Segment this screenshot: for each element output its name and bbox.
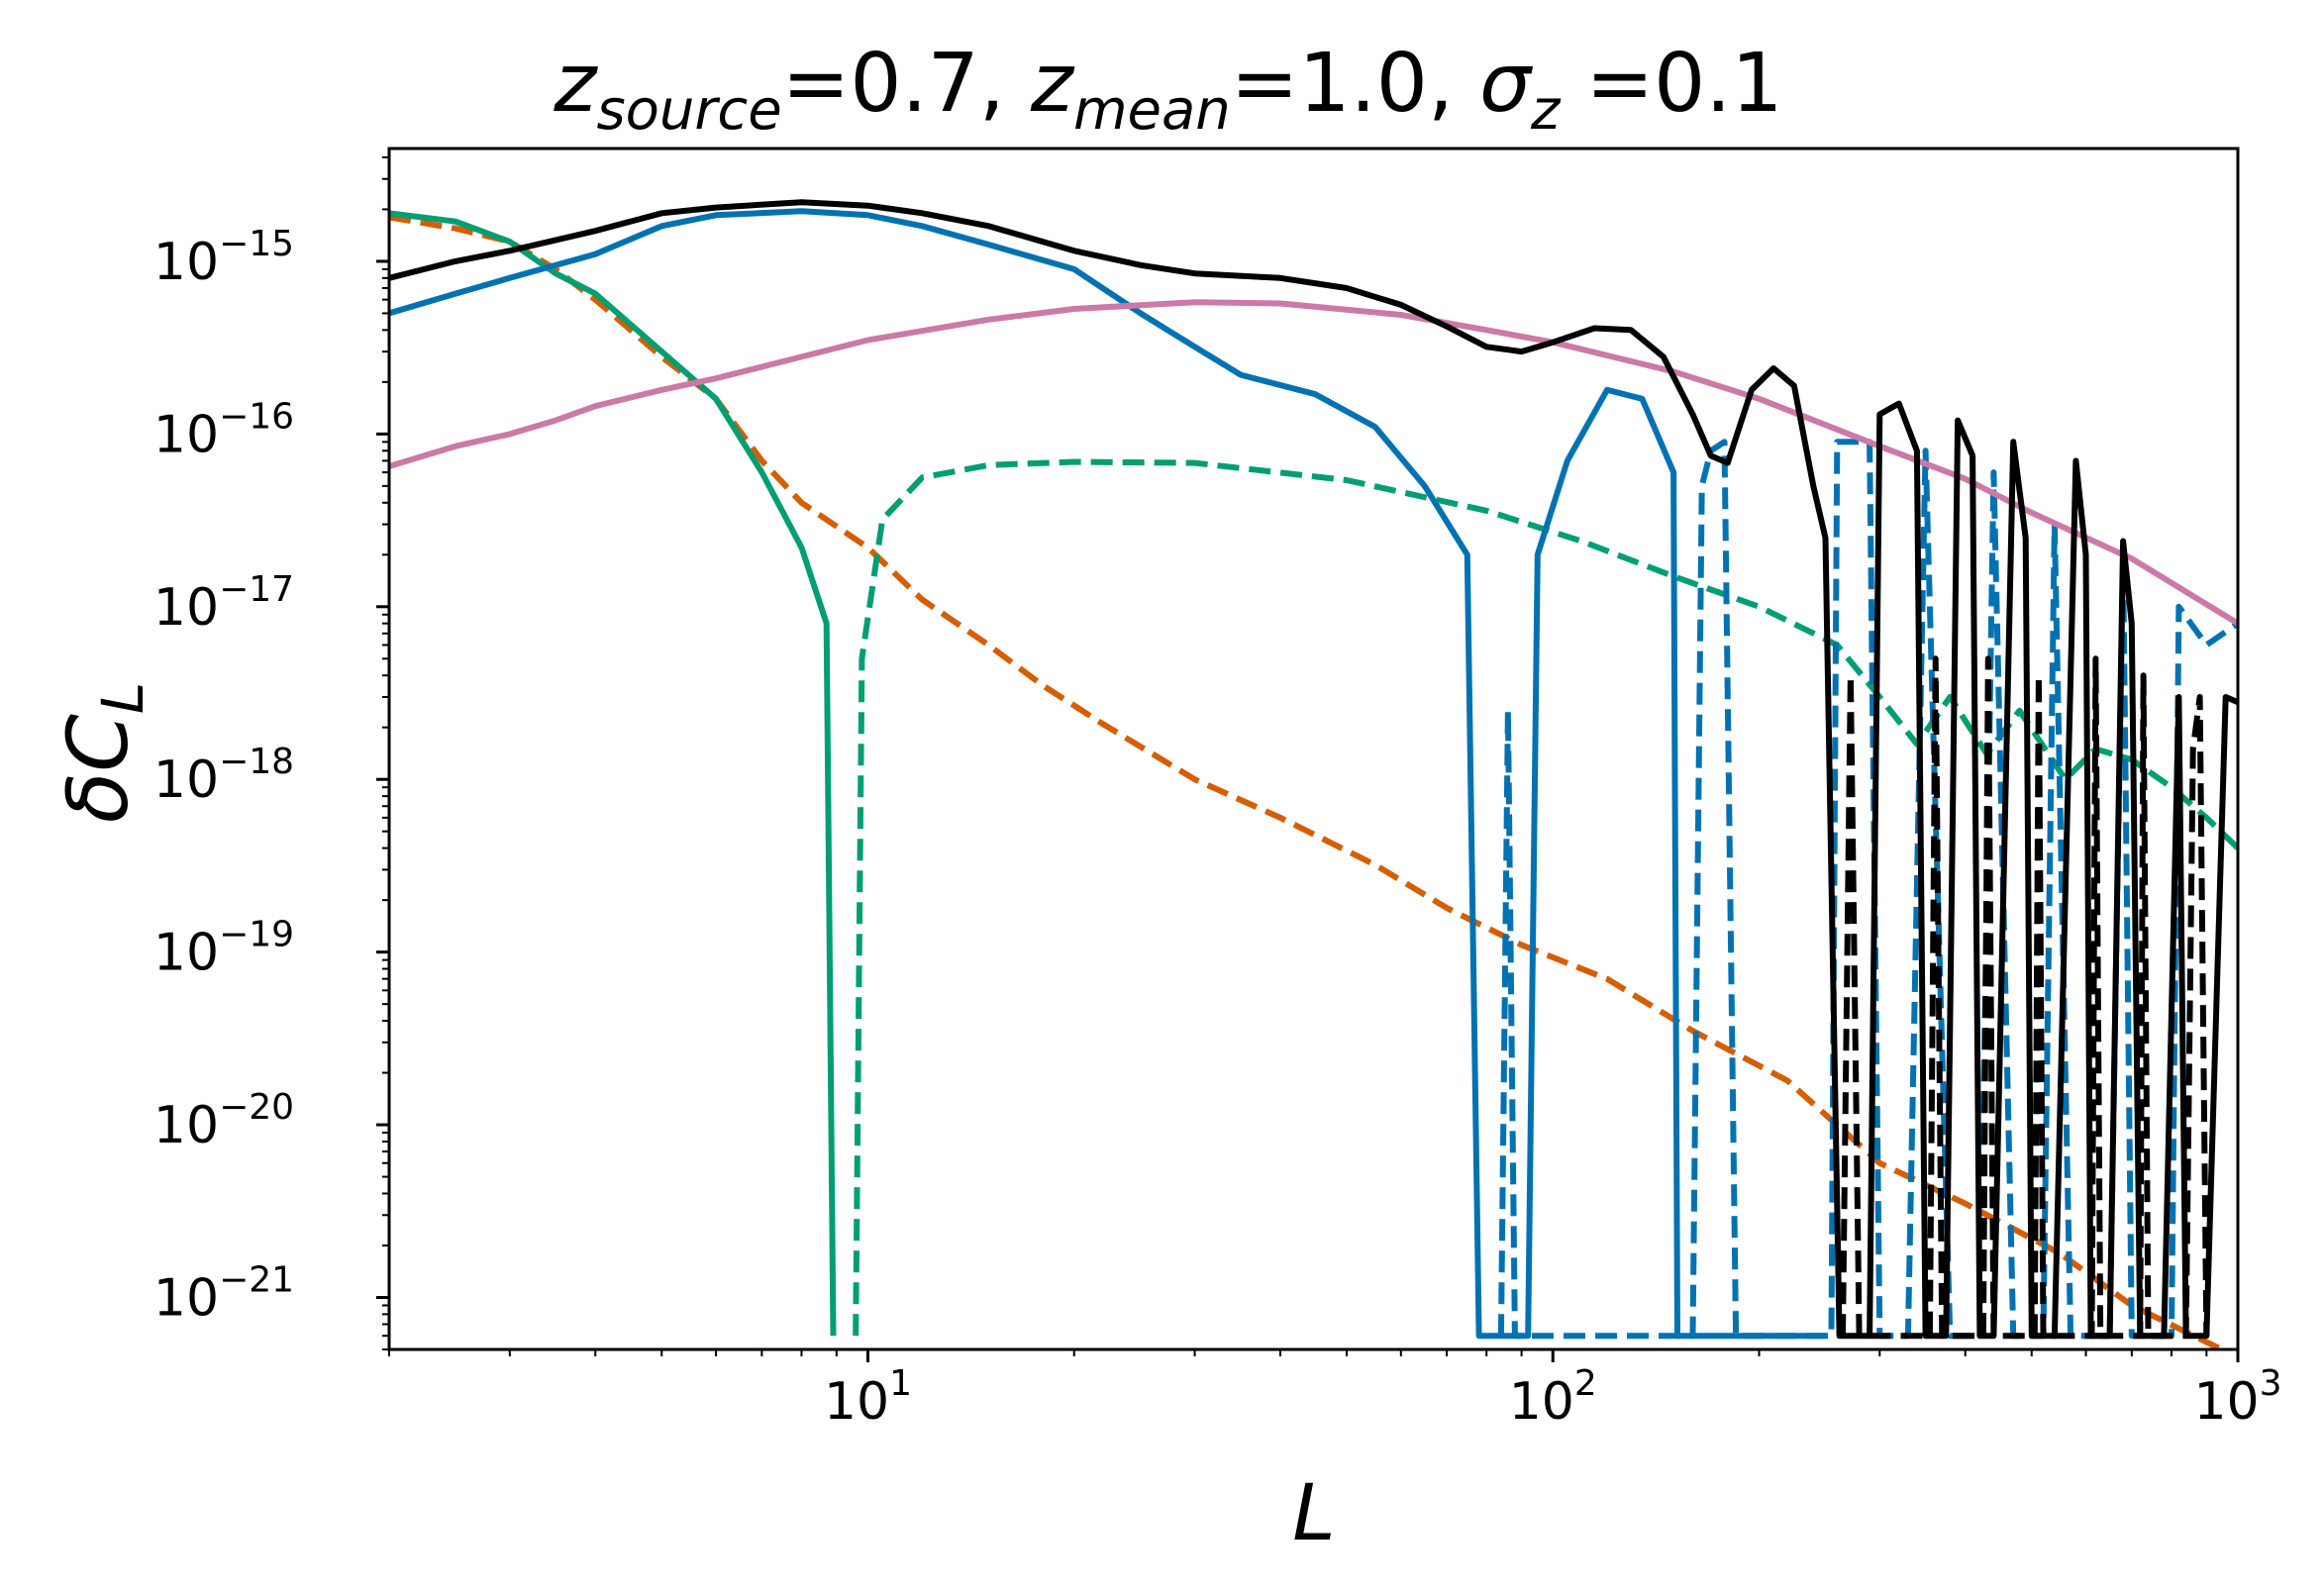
series-layer: [389, 199, 2238, 1349]
y-tick-label: 10−19: [153, 915, 294, 983]
series-pink-solid: [389, 299, 2238, 627]
y-tick-label: 10−17: [153, 569, 294, 638]
series-blue-dashed: [1497, 439, 2238, 1340]
y-axis-label: δCL: [50, 682, 156, 823]
series-orange-dashed: [389, 214, 2229, 1349]
chart-title: zsource=0.7, zmean=1.0, σz =0.1: [553, 37, 1782, 143]
series-blue-solid: [389, 208, 1826, 1340]
series-green-solid: [389, 210, 837, 1337]
series-green-dashed: [853, 458, 2238, 1337]
y-tick-label: 10−20: [153, 1087, 294, 1155]
series-black-solid: [389, 199, 2238, 1340]
x-tick-label: 101: [824, 1363, 912, 1432]
y-tick-label: 10−18: [153, 742, 294, 810]
y-tick-label: 10−16: [153, 396, 294, 464]
plot-frame: [387, 147, 2240, 1351]
x-axis-label: L: [1292, 1469, 1335, 1558]
x-tick-label: 102: [1509, 1363, 1597, 1432]
y-tick-label: 10−15: [153, 224, 294, 292]
ticks-layer: 101 102 103 10−15 10−16 10−17 10−18 10−19 10−20 1…: [153, 155, 2282, 1432]
series-black-dashed: [1840, 655, 2210, 1340]
y-tick-label: 10−21: [153, 1259, 294, 1328]
x-tick-label: 103: [2193, 1363, 2281, 1432]
